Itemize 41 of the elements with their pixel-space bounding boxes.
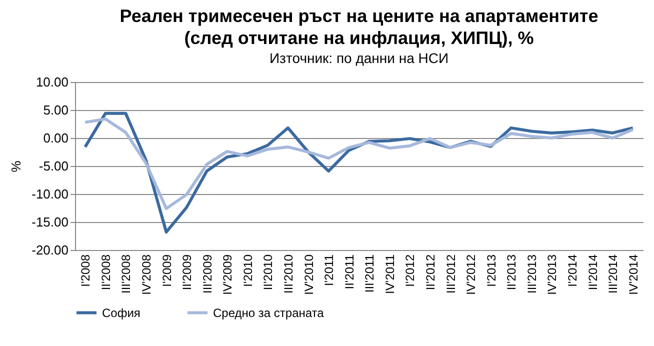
x-tick-label: II'2014 (586, 254, 600, 290)
legend-label: София (102, 306, 140, 320)
chart-subtitle: Източник: по данни на НСИ (269, 50, 449, 66)
x-tick-label: I'2009 (160, 254, 174, 287)
x-tick-label: III'2012 (444, 254, 458, 294)
x-tick-label: II'2012 (424, 254, 438, 290)
x-tick-label: II'2011 (342, 254, 356, 290)
y-tick-label: 5.00 (43, 102, 68, 118)
x-tick-label: II'2013 (504, 254, 519, 290)
y-axis-title: % (8, 160, 24, 172)
chart-title: Реален тримесечен ръст на цените на апартаментите (след отчитане на инфлация, ХИПЦ), % (120, 6, 598, 48)
x-tick-label: III'2013 (524, 254, 539, 294)
x-tick-label: II'2008 (98, 254, 113, 290)
x-tick-label: III'2010 (282, 254, 296, 294)
x-tick-label: I'2008 (78, 254, 93, 287)
x-tick-label: IV'2009 (220, 254, 235, 295)
x-tick-label: IV'2011 (382, 254, 397, 294)
x-tick-label: III'2009 (200, 254, 214, 294)
legend-label: Средно за страната (213, 306, 324, 320)
y-tick-label: 10.00 (36, 74, 68, 90)
x-tick-label: II'2010 (261, 254, 276, 290)
x-tick-label: I'2010 (240, 254, 255, 287)
y-tick-label: -10.00 (32, 186, 68, 202)
line-series (84, 117, 634, 210)
x-tick-label: IV'2010 (302, 254, 316, 295)
x-tick-label: IV'2008 (140, 254, 154, 295)
x-tick-label: I'2012 (403, 254, 418, 287)
x-tick-label: IV'2013 (545, 254, 560, 295)
x-tick-label: IV'2014 (626, 254, 640, 295)
y-tick-label: -15.00 (32, 214, 68, 230)
y-tick-label: -5.00 (38, 158, 68, 174)
x-tick-label: II'2009 (180, 254, 194, 290)
x-tick-label: I'2011 (322, 254, 336, 286)
x-tick-label: III'2011 (362, 254, 377, 293)
x-tick-label: IV'2012 (464, 254, 478, 295)
y-tick-label: 0.00 (43, 130, 68, 146)
y-tick-label: -20.00 (32, 242, 68, 258)
x-tick-label: I'2013 (484, 254, 498, 287)
x-tick-label: III'2014 (606, 254, 620, 294)
x-tick-label: I'2014 (566, 254, 580, 287)
x-tick-label: III'2008 (119, 254, 134, 294)
